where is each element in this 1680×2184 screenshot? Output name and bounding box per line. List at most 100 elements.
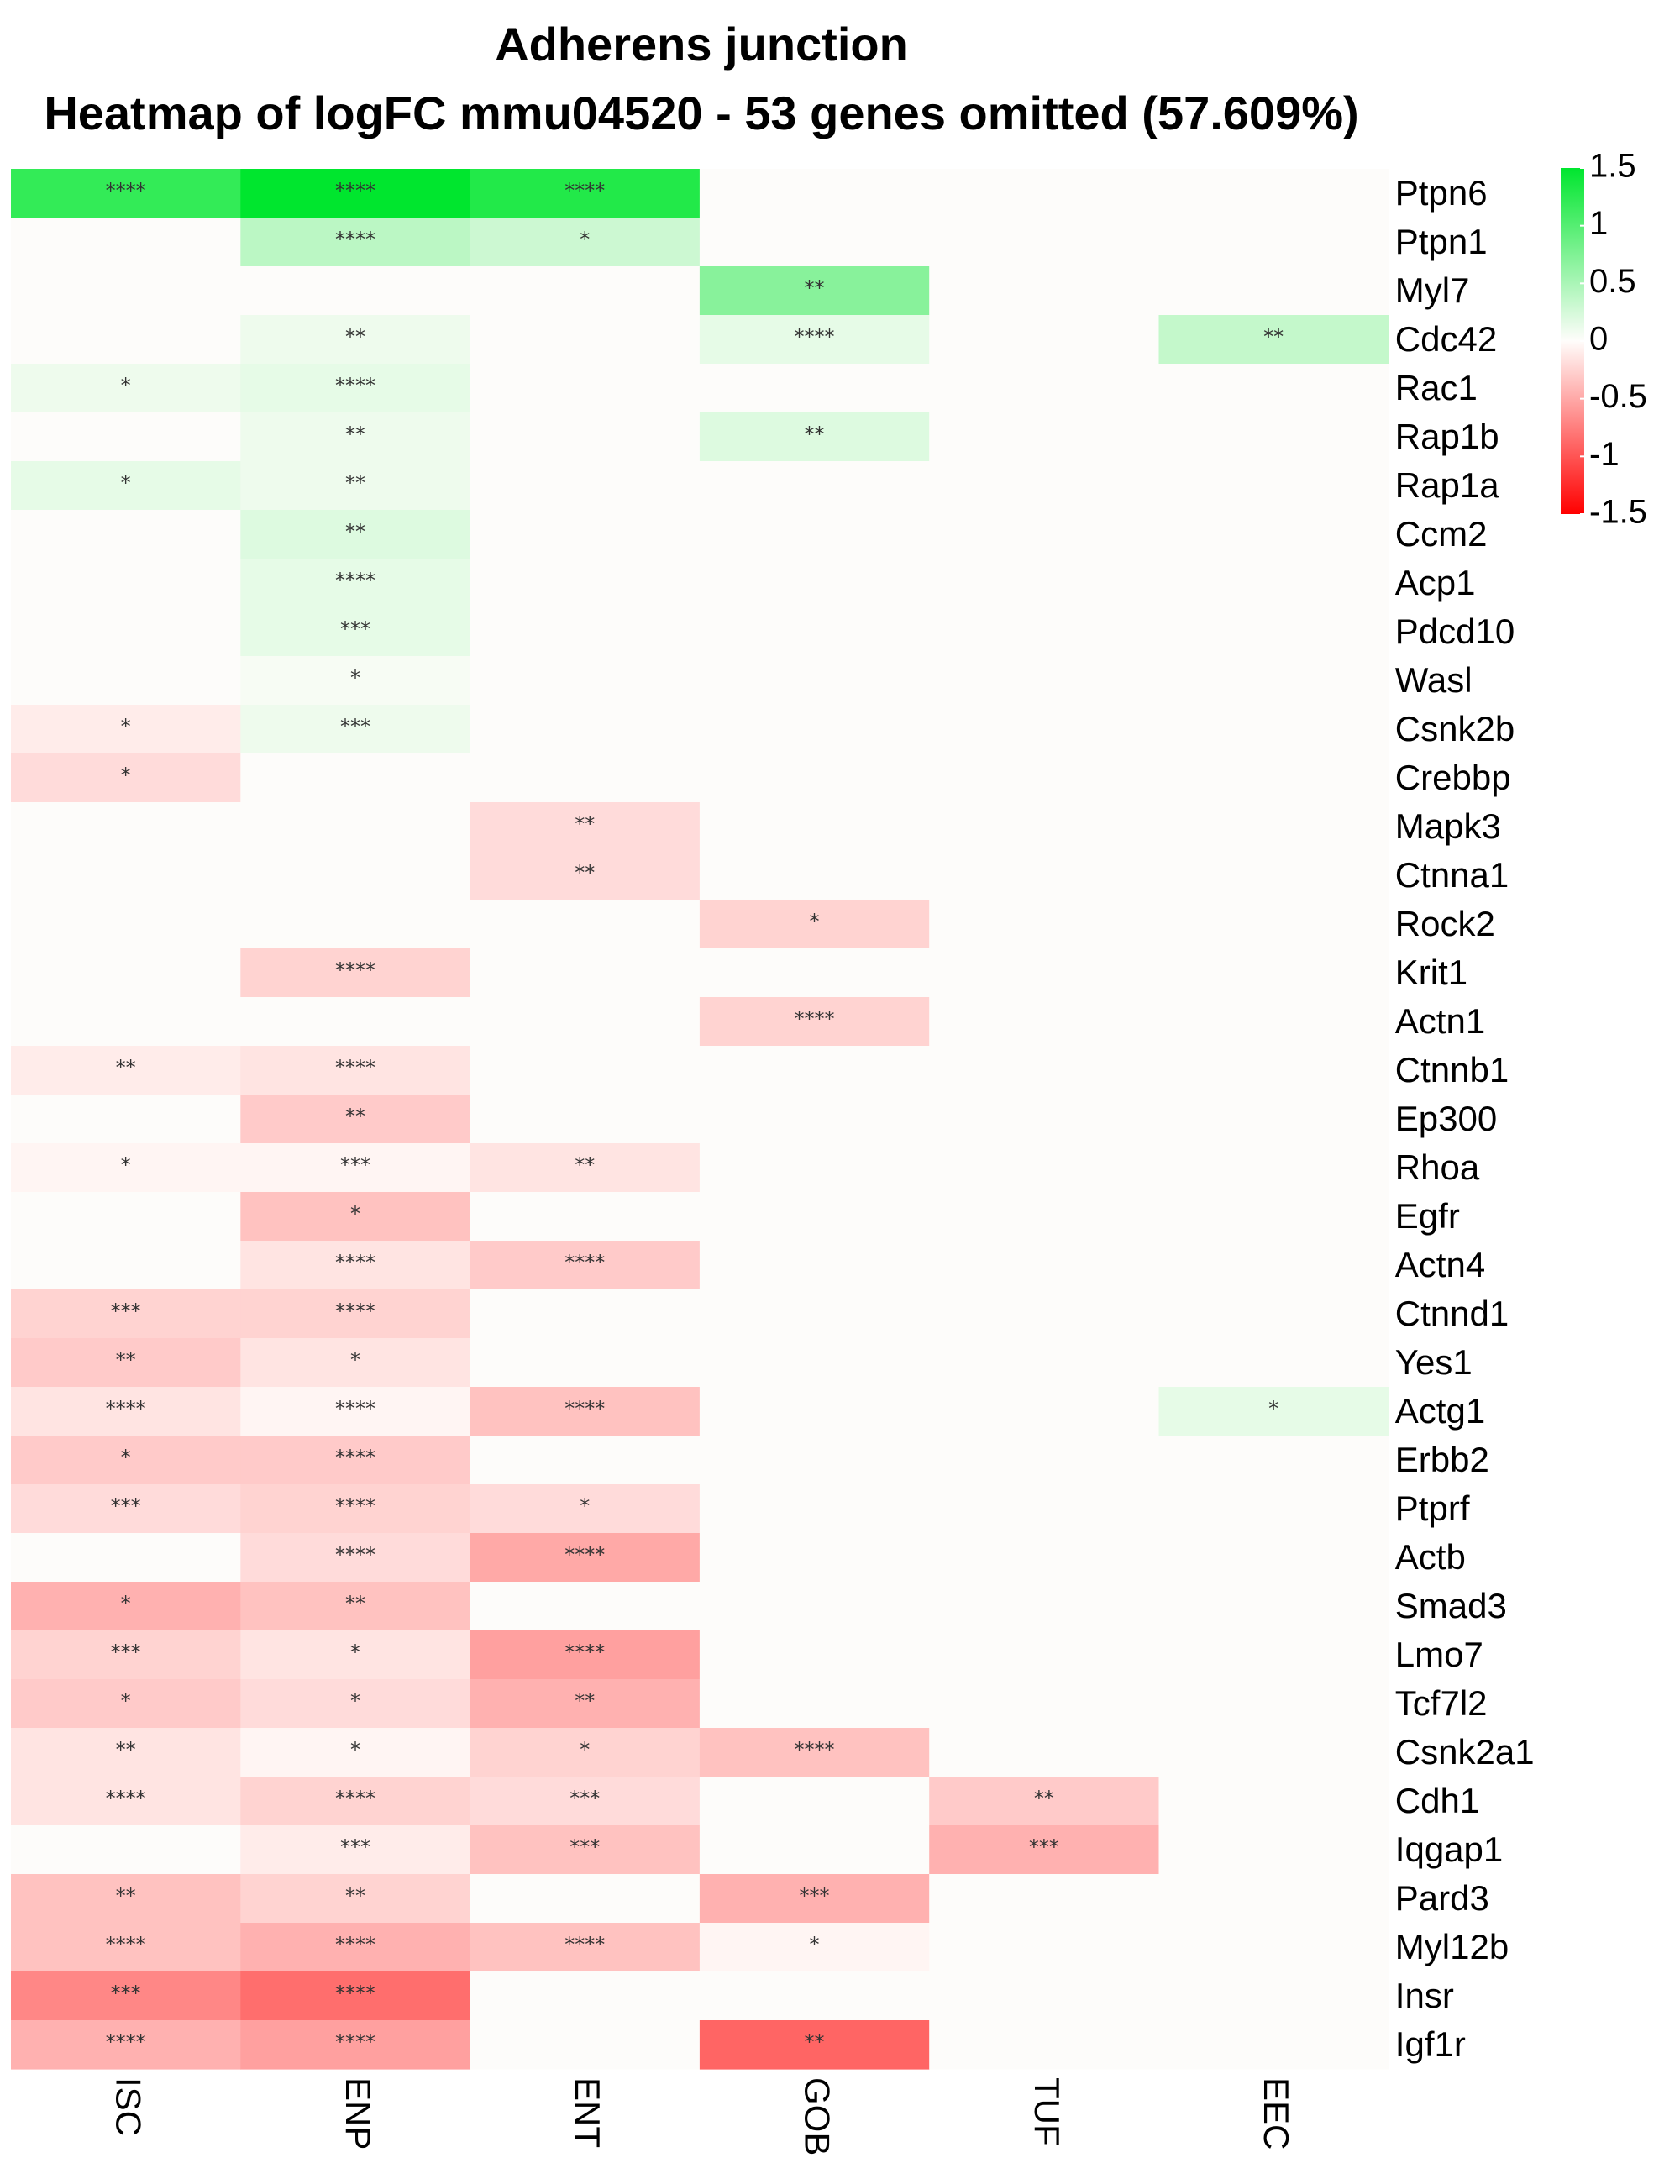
significance-label: ** xyxy=(345,520,365,543)
heatmap-cell-crebbp-ent xyxy=(470,753,701,803)
significance-label: **** xyxy=(564,1397,605,1420)
significance-label: * xyxy=(580,1738,590,1761)
heatmap-cell-igf1r-enp xyxy=(240,2020,471,2070)
heatmap-cell-actn1-tuf xyxy=(929,997,1160,1047)
row-label-ptpn1: Ptpn1 xyxy=(1395,222,1488,261)
significance-label: * xyxy=(810,910,820,933)
heatmap-cell-smad3-gob xyxy=(699,1582,930,1631)
significance-label: **** xyxy=(564,1933,605,1956)
heatmap-cell-smad3-ent xyxy=(470,1582,701,1631)
heatmap-cell-csnk2a1-enp xyxy=(240,1728,471,1777)
heatmap-cell-rap1b-eec xyxy=(1158,412,1389,462)
color-legend: 1.5 1 0.5 0 -0.5 -1 -1.5 xyxy=(1561,148,1647,531)
heatmap-cell-erbb2-tuf xyxy=(929,1436,1160,1485)
heatmap-cell-ep300-ent xyxy=(470,1095,701,1144)
legend-tick-label: 0.5 xyxy=(1589,263,1636,300)
heatmap-cell-rap1a-isc xyxy=(11,461,241,511)
heatmap-cell-actb-ent xyxy=(470,1533,701,1583)
row-label-myl7: Myl7 xyxy=(1395,270,1470,310)
heatmap-cell-mapk3-gob xyxy=(699,802,930,852)
heatmap-cell-rap1b-tuf xyxy=(929,412,1160,462)
row-label-krit1: Krit1 xyxy=(1395,953,1467,992)
row-label-csnk2a1: Csnk2a1 xyxy=(1395,1732,1535,1772)
significance-label: *** xyxy=(340,1835,370,1859)
significance-label: ** xyxy=(805,423,825,446)
heatmap-cell-ptpn1-enp xyxy=(240,218,471,267)
significance-label: **** xyxy=(335,1397,375,1420)
row-label-crebbp: Crebbp xyxy=(1395,758,1511,797)
significance-label: **** xyxy=(335,374,375,397)
significance-label: * xyxy=(121,374,131,397)
heatmap-cell-actn4-gob xyxy=(699,1241,930,1290)
heatmap-cell-igf1r-gob xyxy=(699,2020,930,2070)
heatmap-cell-yes1-eec xyxy=(1158,1338,1389,1388)
heatmap-cell-myl12b-enp xyxy=(240,1923,471,1972)
row-label-ptprf: Ptprf xyxy=(1395,1488,1470,1528)
heatmap-cell-yes1-tuf xyxy=(929,1338,1160,1388)
significance-label: **** xyxy=(564,179,605,202)
heatmap-cell-crebbp-eec xyxy=(1158,753,1389,803)
row-label-rock2: Rock2 xyxy=(1395,904,1495,943)
heatmap-cell-pdcd10-gob xyxy=(699,607,930,657)
heatmap-cell-myl7-gob xyxy=(699,266,930,316)
heatmap-cell-rac1-isc xyxy=(11,364,241,413)
row-label-tcf7l2: Tcf7l2 xyxy=(1395,1683,1488,1723)
heatmap-cell-insr-gob xyxy=(699,1971,930,2021)
column-label-eec: EEC xyxy=(1257,2077,1296,2150)
row-label-ccm2: Ccm2 xyxy=(1395,514,1488,554)
significance-label: *** xyxy=(340,1153,370,1177)
significance-label: * xyxy=(350,666,360,690)
heatmap-cell-actb-tuf xyxy=(929,1533,1160,1583)
significance-label: *** xyxy=(570,1787,600,1810)
heatmap-cell-ctnna1-tuf xyxy=(929,851,1160,900)
significance-label: *** xyxy=(111,1982,141,2005)
significance-label: * xyxy=(810,1933,820,1956)
heatmap-cell-ctnnb1-gob xyxy=(699,1046,930,1095)
row-label-actg1: Actg1 xyxy=(1395,1391,1485,1431)
column-label-gob: GOB xyxy=(797,2077,837,2155)
heatmap-cell-csnk2b-isc xyxy=(11,705,241,754)
heatmap-cell-myl7-isc xyxy=(11,266,241,316)
heatmap-cell-yes1-gob xyxy=(699,1338,930,1388)
heatmap-cell-ep300-isc xyxy=(11,1095,241,1144)
heatmap-cell-rap1b-isc xyxy=(11,412,241,462)
heatmap-cell-acp1-gob xyxy=(699,559,930,608)
significance-label: **** xyxy=(106,179,146,202)
heatmap-cell-yes1-enp xyxy=(240,1338,471,1388)
heatmap-cell-pard3-ent xyxy=(470,1874,701,1924)
significance-label: * xyxy=(580,1494,590,1518)
significance-label: ** xyxy=(116,1884,136,1908)
heatmap-cell-actg1-isc xyxy=(11,1387,241,1436)
row-label-actn1: Actn1 xyxy=(1395,1001,1485,1041)
heatmap-cell-egfr-ent xyxy=(470,1192,701,1242)
heatmap-cell-ccm2-gob xyxy=(699,510,930,559)
heatmap-cell-rock2-tuf xyxy=(929,900,1160,949)
heatmap-cell-rap1a-enp xyxy=(240,461,471,511)
heatmap-cell-rac1-ent xyxy=(470,364,701,413)
significance-label: **** xyxy=(795,1007,835,1031)
significance-label: **** xyxy=(335,2030,375,2054)
heatmap-cell-lmo7-gob xyxy=(699,1630,930,1680)
heatmap-cell-ctnnd1-enp xyxy=(240,1289,471,1339)
heatmap-cell-actn4-isc xyxy=(11,1241,241,1290)
significance-label: *** xyxy=(570,1835,600,1859)
heatmap-cell-ctnnd1-isc xyxy=(11,1289,241,1339)
heatmap-cell-yes1-isc xyxy=(11,1338,241,1388)
row-label-rhoa: Rhoa xyxy=(1395,1147,1480,1187)
heatmap-cell-cdh1-tuf xyxy=(929,1777,1160,1826)
heatmap-cell-ctnnd1-eec xyxy=(1158,1289,1389,1339)
heatmap-cell-myl12b-gob xyxy=(699,1923,930,1972)
column-label-enp: ENP xyxy=(339,2077,378,2150)
heatmap-cell-insr-enp xyxy=(240,1971,471,2021)
heatmap-cell-erbb2-enp xyxy=(240,1436,471,1485)
significance-label: **** xyxy=(106,1933,146,1956)
heatmap-cell-ptpn6-gob xyxy=(699,169,930,218)
heatmap-cell-rap1b-ent xyxy=(470,412,701,462)
heatmap-cell-csnk2b-gob xyxy=(699,705,930,754)
heatmap-cell-pdcd10-ent xyxy=(470,607,701,657)
heatmap-cell-krit1-gob xyxy=(699,948,930,998)
row-label-acp1: Acp1 xyxy=(1395,563,1476,602)
heatmap-cell-actg1-ent xyxy=(470,1387,701,1436)
row-label-ptpn6: Ptpn6 xyxy=(1395,173,1488,213)
significance-label: ** xyxy=(575,1153,595,1177)
